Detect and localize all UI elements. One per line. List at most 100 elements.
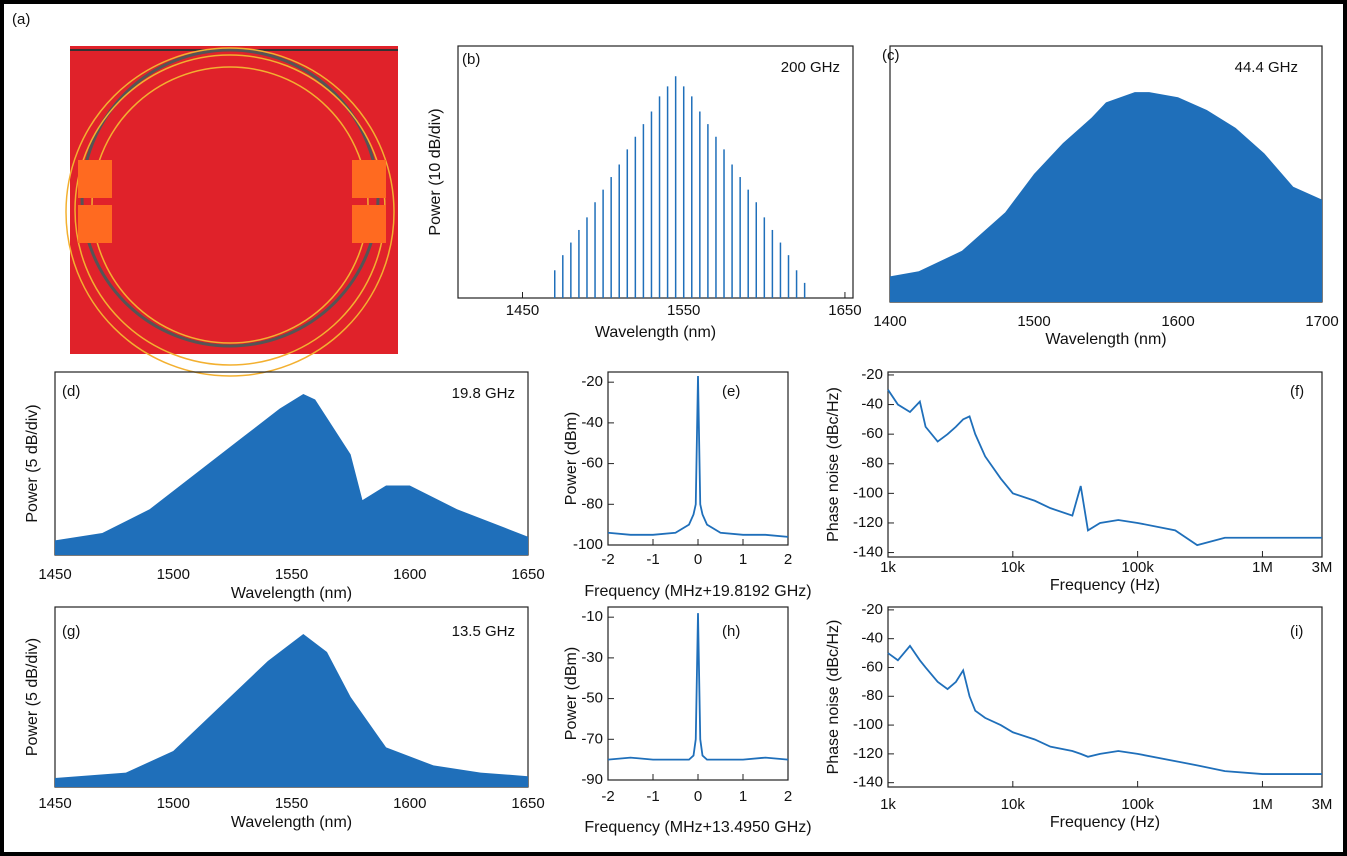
data-line	[887, 644, 1322, 775]
x-tick-label: 3M	[1312, 559, 1333, 576]
x-tick-label: 1500	[157, 795, 190, 812]
annotation: 200 GHz	[781, 59, 840, 76]
plot-frame	[887, 371, 1323, 558]
x-axis-label: Wavelength (nm)	[595, 324, 716, 341]
annotation: 13.5 GHz	[452, 623, 515, 640]
y-tick-label: -70	[581, 730, 603, 747]
data-line	[607, 376, 789, 538]
panel-label: (b)	[462, 51, 480, 68]
x-tick-label: 1600	[1161, 313, 1194, 330]
y-axis-label: Phase noise (dBc/Hz)	[825, 387, 842, 542]
data-line	[887, 389, 1322, 547]
panel-label: (a)	[12, 11, 30, 28]
chip	[70, 46, 398, 354]
x-tick-label: 2	[784, 551, 792, 568]
x-tick-label: 1600	[393, 795, 426, 812]
x-tick-label: 1500	[157, 566, 190, 583]
x-tick-label: 1600	[393, 566, 426, 583]
y-tick-label: -50	[581, 690, 603, 707]
y-tick-label: -30	[581, 649, 603, 666]
x-tick-label: 1650	[511, 566, 544, 583]
x-axis-label: Wavelength (nm)	[231, 585, 352, 602]
x-tick-label: 1450	[38, 795, 71, 812]
x-tick-label: 1450	[38, 566, 71, 583]
y-tick-label: -100	[573, 536, 603, 553]
y-tick-label: -140	[853, 774, 883, 791]
x-tick-label: -2	[601, 551, 614, 568]
plot-frame	[457, 45, 854, 299]
y-tick-label: -140	[853, 544, 883, 561]
x-tick-label: 1400	[873, 313, 906, 330]
y-tick-label: -40	[581, 414, 603, 431]
y-tick-label: -80	[861, 455, 883, 472]
x-tick-label: 1k	[880, 796, 896, 813]
y-axis-label: Power (5 dB/div)	[24, 638, 41, 756]
spectrum-area	[55, 634, 528, 787]
x-tick-label: 1550	[667, 302, 700, 319]
x-tick-label: 3M	[1312, 796, 1333, 813]
y-axis-label: Power (dBm)	[563, 647, 580, 740]
x-tick-label: 2	[784, 788, 792, 805]
x-tick-label: -2	[601, 788, 614, 805]
y-tick-label: -120	[853, 514, 883, 531]
y-tick-label: -40	[861, 396, 883, 413]
x-tick-label: 100k	[1121, 559, 1154, 576]
y-tick-label: -20	[861, 601, 883, 618]
y-tick-label: -20	[861, 366, 883, 383]
annotation: 44.4 GHz	[1235, 59, 1298, 76]
y-tick-label: -40	[861, 630, 883, 647]
y-tick-label: -10	[581, 608, 603, 625]
x-tick-label: 0	[694, 788, 702, 805]
y-tick-label: -20	[581, 373, 603, 390]
x-tick-label: 1M	[1252, 796, 1273, 813]
y-tick-label: -100	[853, 484, 883, 501]
x-tick-label: 1650	[511, 795, 544, 812]
x-axis-label: Frequency (Hz)	[1050, 814, 1160, 831]
x-axis-label: Frequency (MHz+13.4950 GHz)	[584, 819, 811, 836]
x-tick-label: -1	[646, 551, 659, 568]
x-tick-label: 10k	[1001, 559, 1026, 576]
x-tick-label: 1	[739, 788, 747, 805]
y-tick-label: -60	[581, 455, 603, 472]
x-tick-label: 1550	[275, 566, 308, 583]
x-tick-label: 1700	[1305, 313, 1338, 330]
panel-label: (e)	[722, 383, 740, 400]
y-axis-label: Power (5 dB/div)	[24, 404, 41, 522]
annotation: 19.8 GHz	[452, 385, 515, 402]
panel-label: (c)	[882, 47, 900, 64]
y-tick-label: -120	[853, 745, 883, 762]
y-tick-label: -90	[581, 771, 603, 788]
y-tick-label: -60	[861, 425, 883, 442]
y-tick-label: -80	[861, 687, 883, 704]
panel-label: (g)	[62, 623, 80, 640]
x-tick-label: 100k	[1121, 796, 1154, 813]
x-tick-label: 1k	[880, 559, 896, 576]
panel-label: (h)	[722, 623, 740, 640]
x-tick-label: 1550	[275, 795, 308, 812]
y-tick-label: -60	[861, 658, 883, 675]
spectrum-area	[55, 393, 528, 555]
photo	[65, 46, 398, 377]
x-tick-label: 0	[694, 551, 702, 568]
y-axis-label: Phase noise (dBc/Hz)	[825, 620, 842, 775]
x-tick-label: 1	[739, 551, 747, 568]
x-axis-label: Frequency (Hz)	[1050, 577, 1160, 594]
x-tick-label: 1500	[1017, 313, 1050, 330]
spectrum-area	[890, 92, 1322, 302]
y-tick-label: -80	[581, 495, 603, 512]
x-tick-label: -1	[646, 788, 659, 805]
x-tick-label: 1450	[506, 302, 539, 319]
x-axis-label: Frequency (MHz+19.8192 GHz)	[584, 583, 811, 600]
plot-frame	[887, 606, 1323, 788]
x-tick-label: 1650	[828, 302, 861, 319]
data-line	[607, 613, 789, 761]
y-axis-label: Power (10 dB/div)	[427, 108, 444, 235]
x-tick-label: 10k	[1001, 796, 1026, 813]
x-tick-label: 1M	[1252, 559, 1273, 576]
panel-label: (d)	[62, 383, 80, 400]
y-tick-label: -100	[853, 716, 883, 733]
panel-label: (i)	[1290, 623, 1303, 640]
y-axis-label: Power (dBm)	[563, 412, 580, 505]
panel-label: (f)	[1290, 383, 1304, 400]
